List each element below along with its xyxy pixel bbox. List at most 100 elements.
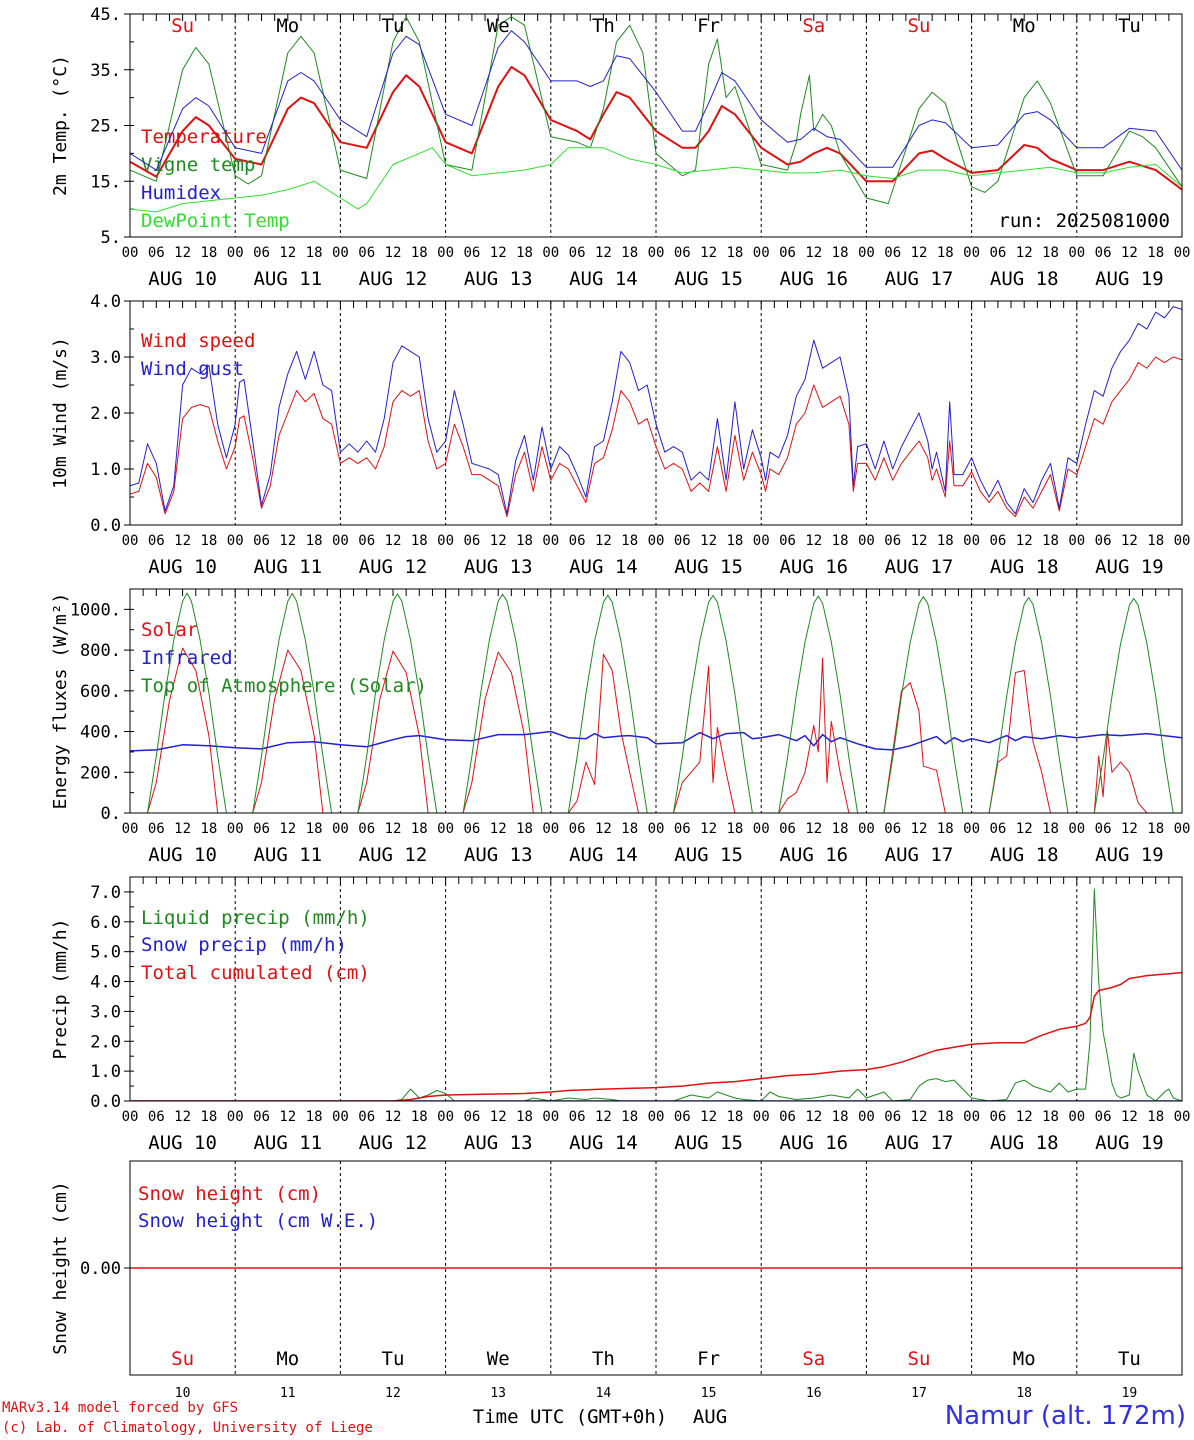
series-line-precip-0 [130,888,1182,1101]
x-tick-label: 18 [832,1109,849,1125]
x-tick-label: 18 [832,533,849,549]
x-tick-label: 00 [753,821,770,837]
legend-entry: Total cumulated (cm) [141,962,370,984]
x-tick-label: 06 [569,821,586,837]
x-tick-label: 12 [1016,1109,1033,1125]
weekday-label: We [487,15,510,37]
x-tick-label: 18 [200,1109,217,1125]
x-tick-label: 06 [253,821,270,837]
date-label: AUG 12 [359,268,428,290]
weekday-label: Sa [802,15,825,37]
x-tick-label: 00 [858,821,875,837]
x-tick-label: 18 [726,533,743,549]
y-axis-label: Precip (mm/h) [50,919,71,1060]
x-tick-label: 06 [463,821,480,837]
x-tick-label: 06 [463,533,480,549]
x-tick-label: 12 [700,821,717,837]
x-tick-label: 18 [411,821,428,837]
x-tick-label: 12 [700,245,717,261]
x-tick-label: 12 [911,821,928,837]
x-tick-label: 06 [674,533,691,549]
x-tick-label: 00 [227,245,244,261]
date-label: AUG 10 [148,268,217,290]
legend-entry: Vigne temp [141,154,255,176]
date-label: AUG 18 [990,268,1059,290]
x-tick-label: 00 [753,533,770,549]
x-tick-label: 12 [279,1109,296,1125]
x-tick-label: 00 [122,1109,139,1125]
x-tick-label: 18 [1147,1109,1164,1125]
x-tick-label: 00 [227,533,244,549]
day-number-label: 12 [385,1386,401,1401]
x-tick-label: 00 [1068,821,1085,837]
x-tick-label: 00 [122,821,139,837]
x-tick-label: 12 [1016,821,1033,837]
x-tick-label: 00 [648,533,665,549]
y-tick-label: 5. [101,228,121,248]
weekday-label: Tu [1118,15,1141,37]
legend-entry: Infrared [141,647,233,669]
date-label: AUG 10 [148,1132,217,1154]
date-label: AUG 16 [779,556,848,578]
date-label: AUG 19 [1095,1132,1164,1154]
x-tick-label: 12 [805,821,822,837]
date-label: AUG 18 [990,844,1059,866]
x-tick-label: 18 [306,821,323,837]
x-tick-label: 12 [595,821,612,837]
y-tick-label: 3.0 [90,1002,121,1022]
date-label: AUG 19 [1095,268,1164,290]
run-label: run: 2025081000 [998,210,1170,232]
x-tick-label: 06 [674,245,691,261]
x-tick-label: 06 [148,1109,165,1125]
x-tick-label: 06 [884,1109,901,1125]
y-axis-label: 2m Temp. (°C) [50,55,71,196]
x-tick-label: 06 [569,533,586,549]
date-label: AUG 17 [885,1132,954,1154]
series-line-energy-2 [130,592,1182,813]
x-tick-label: 18 [937,533,954,549]
panel-frame [129,876,1183,1102]
x-tick-label: 18 [200,821,217,837]
x-tick-label: 00 [332,533,349,549]
x-tick-label: 00 [648,821,665,837]
y-axis-label: Snow height (cm) [50,1181,71,1354]
x-tick-label: 18 [621,1109,638,1125]
legend-entry: Wind gust [141,358,244,380]
x-tick-label: 06 [779,821,796,837]
x-tick-label: 06 [674,1109,691,1125]
x-tick-label: 12 [490,245,507,261]
x-tick-label: 06 [569,1109,586,1125]
x-tick-label: 18 [411,245,428,261]
weekday-label: Fr [697,1348,720,1370]
x-tick-label: 00 [332,245,349,261]
panel-frame [129,300,1183,526]
x-tick-label: 12 [595,533,612,549]
date-label: AUG 13 [464,844,533,866]
y-tick-label: 45. [90,5,121,25]
legend-entry: Humidex [141,182,221,204]
x-tick-label: 00 [753,1109,770,1125]
date-label: AUG 14 [569,268,638,290]
date-label: AUG 12 [359,556,428,578]
x-tick-label: 18 [306,245,323,261]
x-tick-label: 18 [937,245,954,261]
x-tick-label: 06 [358,1109,375,1125]
date-label: AUG 16 [779,1132,848,1154]
x-tick-label: 18 [726,245,743,261]
y-tick-label: 2.0 [90,404,121,424]
date-label: AUG 12 [359,844,428,866]
weekday-label: Su [908,1348,931,1370]
x-tick-label: 18 [200,245,217,261]
x-tick-label: 18 [516,533,533,549]
weekday-label: Fr [697,15,720,37]
date-label: AUG 17 [885,268,954,290]
y-axis-label: 10m Wind (m/s) [50,337,71,489]
x-tick-label: 12 [385,1109,402,1125]
x-tick-label: 06 [989,245,1006,261]
date-label: AUG 15 [674,268,743,290]
series-line-temperature-1 [130,16,1182,205]
x-tick-label: 00 [963,821,980,837]
day-number-label: 15 [701,1386,717,1401]
y-tick-label: 25. [90,117,121,137]
